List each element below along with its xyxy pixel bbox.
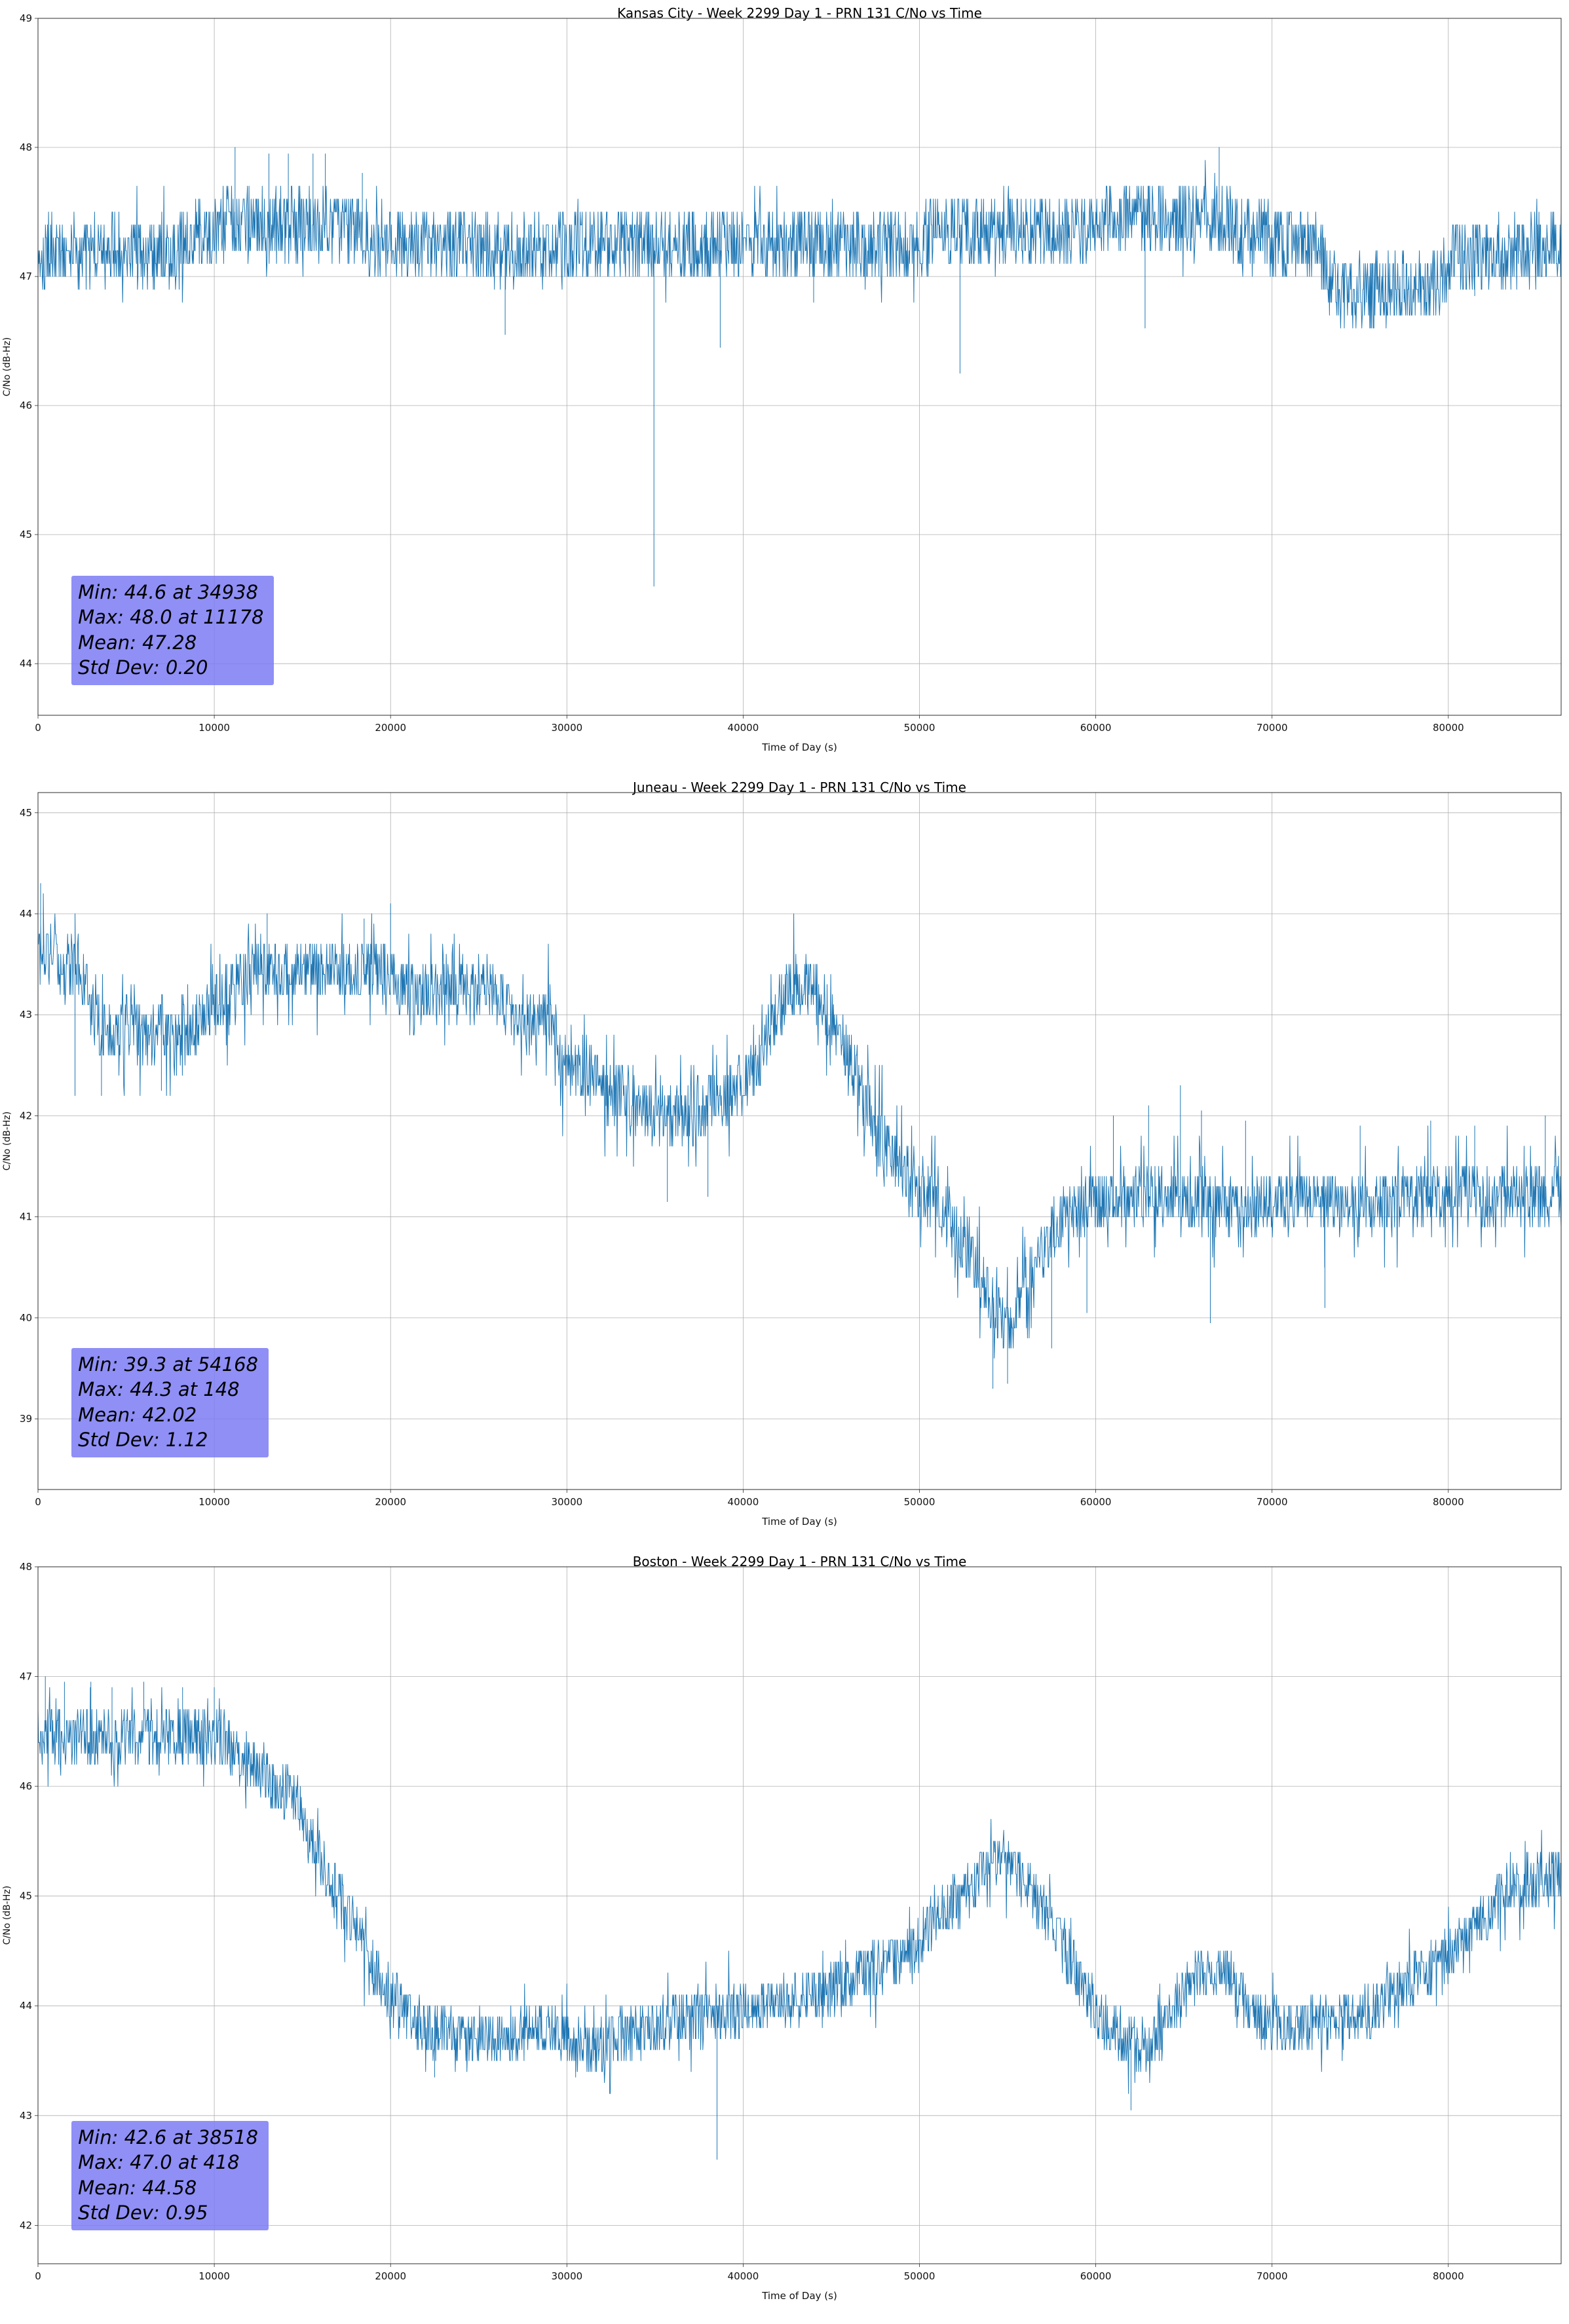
x-tick-label: 30000 [551,2270,582,2282]
y-tick-label: 41 [20,1211,32,1223]
y-tick-label: 45 [20,529,32,540]
y-tick-label: 49 [20,13,32,24]
x-tick-label: 80000 [1433,2270,1464,2282]
x-tick-label: 40000 [728,722,759,734]
x-tick-label: 40000 [728,2270,759,2282]
y-tick-label: 44 [20,908,32,920]
x-axis-label: Time of Day (s) [761,741,837,753]
y-tick-label: 47 [20,1671,32,1683]
chart-plot-area: 0 10000 20000 30000 40000 50000 60000 70000 8000… [0,1562,1565,2312]
x-axis-label: Time of Day (s) [761,2290,837,2302]
x-tick-label: 60000 [1080,2270,1112,2282]
x-tick-label: 20000 [375,2270,406,2282]
x-tick-label: 50000 [904,1496,936,1508]
y-tick-label: 45 [20,807,32,819]
y-tick-label: 42 [20,2219,32,2231]
x-tick-label: 0 [35,1496,41,1508]
x-tick-label: 80000 [1433,1496,1464,1508]
x-tick-label: 80000 [1433,722,1464,734]
chart-title: Kansas City - Week 2299 Day 1 - PRN 131 … [617,5,982,21]
y-tick-label: 48 [20,1562,32,1573]
x-tick-label: 70000 [1257,1496,1288,1508]
stats-mean: Mean: 42.02 [78,1403,197,1426]
stats-mean: Mean: 44.58 [78,2176,197,2199]
chart-boston: Boston - Week 2299 Day 1 - PRN 131 C/No … [0,1548,1569,2323]
series-line [38,883,1562,1389]
y-tick-label: 46 [20,400,32,411]
chart-kansas-city: Kansas City - Week 2299 Day 1 - PRN 131 … [0,0,1569,774]
x-tick-label: 40000 [728,1496,759,1508]
y-tick-label: 48 [20,141,32,153]
series-line [37,147,1562,587]
y-tick-label: 44 [20,658,32,669]
y-axis-label: C/No (dB-Hz) [2,337,12,396]
chart-plot-area: 0 10000 20000 30000 40000 50000 60000 70000 8000… [0,13,1565,764]
stats-min: Min: 39.3 at 54168 [78,1353,258,1376]
x-tick-label: 30000 [551,722,582,734]
stats-max: Max: 47.0 at 418 [78,2151,240,2174]
x-tick-label: 10000 [198,722,230,734]
y-tick-label: 43 [20,1009,32,1021]
chart-canvas: 0 10000 20000 30000 40000 50000 60000 70000 8000… [2,1562,1562,2302]
plot-border [37,792,1562,1490]
plot-border [37,18,1562,716]
y-axis-label: C/No (dB-Hz) [2,1886,12,1945]
chart-plot-area: 0 10000 20000 30000 40000 50000 60000 70000 8000… [0,787,1565,1538]
stats-min: Min: 44.6 at 34938 [78,581,258,604]
y-tick-label: 42 [20,1110,32,1121]
stats-mean: Mean: 47.28 [78,631,197,654]
stats-stddev: Std Dev: 1.12 [78,1428,208,1451]
plot-border [37,1566,1562,2264]
stats-max: Max: 48.0 at 11178 [78,606,264,629]
x-tick-label: 20000 [375,722,406,734]
y-tick-label: 45 [20,1890,32,1902]
x-tick-label: 50000 [904,722,936,734]
chart-title: Juneau - Week 2299 Day 1 - PRN 131 C/No … [633,779,966,795]
y-axis-label: C/No (dB-Hz) [2,1112,12,1171]
chart-canvas: 0 10000 20000 30000 40000 50000 60000 70000 8000… [2,13,1562,753]
stats-box: Min: 39.3 at 54168 Max: 44.3 at 148 Mean… [71,1348,269,1458]
stats-stddev: Std Dev: 0.20 [78,656,208,679]
x-tick-label: 60000 [1080,722,1112,734]
x-tick-label: 50000 [904,2270,936,2282]
x-tick-label: 0 [35,2270,41,2282]
chart-canvas: 0 10000 20000 30000 40000 50000 60000 70000 8000… [2,792,1562,1527]
y-tick-label: 47 [20,271,32,282]
x-tick-label: 60000 [1080,1496,1112,1508]
y-tick-label: 40 [20,1312,32,1324]
x-tick-label: 10000 [198,2270,230,2282]
stats-max: Max: 44.3 at 148 [78,1378,240,1401]
stats-box: Min: 44.6 at 34938 Max: 48.0 at 11178 Me… [71,576,274,686]
x-axis-label: Time of Day (s) [761,1516,837,1527]
x-tick-label: 10000 [198,1496,230,1508]
x-tick-label: 20000 [375,1496,406,1508]
chart-juneau: Juneau - Week 2299 Day 1 - PRN 131 C/No … [0,774,1569,1548]
x-tick-label: 0 [35,722,41,734]
y-tick-label: 44 [20,2000,32,2012]
stats-stddev: Std Dev: 0.95 [78,2201,208,2224]
x-tick-label: 70000 [1257,722,1288,734]
stats-min: Min: 42.6 at 38518 [78,2126,258,2149]
x-tick-label: 30000 [551,1496,582,1508]
y-tick-label: 46 [20,1780,32,1792]
y-tick-label: 39 [20,1413,32,1425]
series-line [37,1676,1561,2160]
y-tick-label: 43 [20,2110,32,2122]
x-tick-label: 70000 [1257,2270,1288,2282]
chart-title: Boston - Week 2299 Day 1 - PRN 131 C/No … [632,1554,967,1569]
stats-box: Min: 42.6 at 38518 Max: 47.0 at 418 Mean… [71,2121,269,2231]
